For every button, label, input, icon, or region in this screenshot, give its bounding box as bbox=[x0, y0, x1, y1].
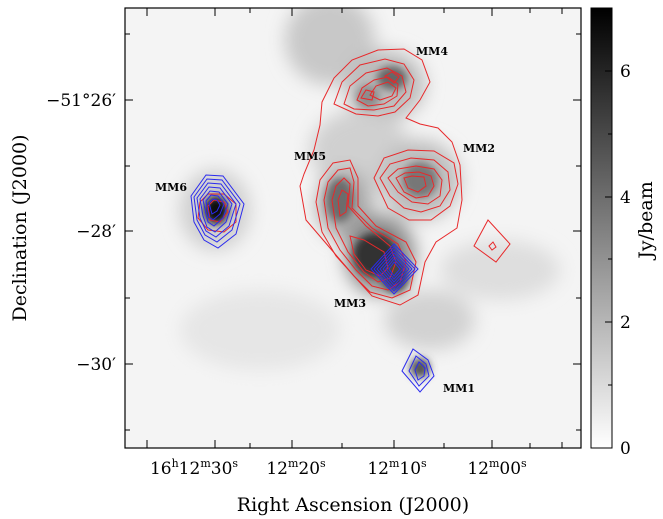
ra-tick-label-2: 12m10s bbox=[367, 457, 427, 479]
colorbar-tick-4: 4 bbox=[620, 188, 631, 208]
red-contours bbox=[197, 48, 511, 306]
source-label-mm2: MM2 bbox=[463, 142, 495, 155]
dec-tick-label-1: −28′ bbox=[76, 222, 116, 242]
source-label-mm3: MM3 bbox=[334, 297, 366, 310]
ra-tick-label-3: 12m00s bbox=[467, 457, 527, 479]
source-label-mm5: MM5 bbox=[294, 150, 326, 163]
ra-tick-labels: 16h12m30s 12m20s 12m10s 12m00s bbox=[150, 457, 527, 479]
plot-frame bbox=[124, 7, 582, 449]
colorbar-tick-6: 6 bbox=[620, 62, 631, 82]
source-label-mm4: MM4 bbox=[416, 45, 448, 58]
colorbar-tick-0: 0 bbox=[620, 439, 631, 459]
x-axis-title: Right Ascension (J2000) bbox=[237, 494, 469, 516]
ra-tick-label-1: 12m20s bbox=[266, 457, 326, 479]
dec-tick-label-2: −30′ bbox=[76, 355, 116, 375]
ra-tick-label-0: 16h12m30s bbox=[150, 457, 238, 479]
x-tick-marks bbox=[146, 8, 563, 448]
colorbar-gradient bbox=[590, 7, 613, 449]
blue-contours bbox=[190, 174, 435, 393]
dec-tick-labels: −51°26′ −28′ −30′ bbox=[46, 91, 116, 375]
source-label-mm6: MM6 bbox=[155, 181, 187, 194]
colorbar: 0 2 4 6 Jy/beam bbox=[590, 7, 657, 459]
dec-tick-label-0: −51°26′ bbox=[46, 91, 116, 111]
source-label-mm1: MM1 bbox=[443, 382, 475, 395]
image-panel bbox=[124, 7, 582, 449]
y-axis-title: Declination (J2000) bbox=[9, 134, 31, 321]
grayscale-emission bbox=[180, 8, 560, 378]
colorbar-label: Jy/beam bbox=[635, 181, 657, 261]
colorbar-tick-2: 2 bbox=[620, 313, 631, 333]
source-labels: MM1 MM2 MM3 MM4 MM5 MM6 bbox=[155, 45, 495, 395]
y-tick-marks bbox=[125, 33, 581, 431]
